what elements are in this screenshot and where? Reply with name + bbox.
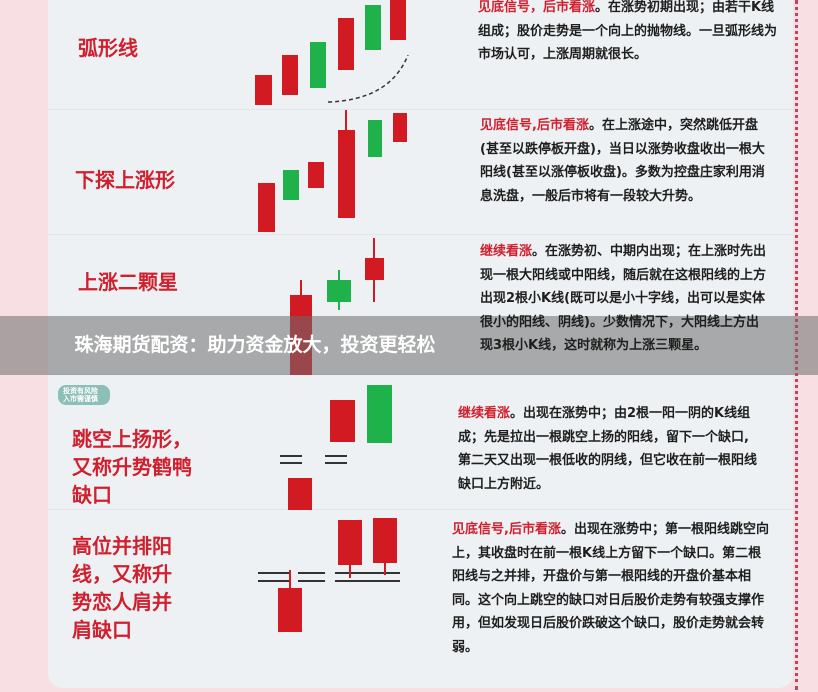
candle-red (282, 55, 298, 95)
candle-red (258, 183, 275, 232)
row-divider (48, 375, 793, 510)
pattern-name: 高位并排阳线，又称升势恋人肩并肩缺口 (72, 534, 172, 642)
candle-wick (384, 558, 386, 575)
description-text: 。在上涨途中，突然跳低开盘(甚至以跌停板开盘)，当日以涨势收盘收出一根大阳线(甚… (480, 118, 765, 204)
candle-red (308, 162, 324, 188)
candle-green (367, 385, 392, 443)
candle-red (255, 75, 272, 105)
candle-red (338, 520, 362, 565)
gap-line (298, 572, 325, 574)
description-text: 。在涨势初、中期内出现；在上涨时先出现一根大阳线或中阳线，随后就在这根阳线的上方… (480, 244, 767, 353)
candle-green (365, 5, 381, 50)
gap-line (325, 455, 347, 457)
overlay-banner-strip (0, 316, 818, 375)
pattern-name: 上涨二颗星 (78, 270, 178, 294)
candle-green (310, 42, 326, 88)
gap-line (325, 462, 347, 464)
description-text: 。出现在涨势中；由2根一阳一阴的K线组成；先是拉出一根跳空上扬的阳线，留下一个缺… (458, 406, 758, 492)
candle-green (283, 170, 299, 200)
signal-highlight: 见底信号，后市看涨 (478, 0, 596, 15)
risk-badge: 投资有风险 入市需谨慎 (58, 385, 110, 405)
description-text: 。出现在涨势中；第一根阳线跳空向上，其收盘时在前一根K线上方留下一个缺口。第二根… (452, 522, 769, 655)
candle-red (390, 0, 406, 40)
candle-red (278, 588, 302, 632)
candle-red (288, 478, 312, 510)
pattern-description: 继续看涨。在涨势初、中期内出现；在上涨时先出现一根大阳线或中阳线，随后就在这根阳… (480, 240, 770, 358)
candle-red (373, 518, 397, 563)
gap-line (280, 455, 302, 457)
overlay-banner: 珠海期货配资：助力资金放大，投资更轻松 (74, 334, 436, 356)
pattern-description: 见底信号，后市看涨。在涨势初期出现；由若干K线组成；股价走势是一个向上的抛物线。… (478, 0, 778, 67)
candle-red (393, 113, 407, 142)
candle-wick (300, 280, 302, 300)
pattern-name: 弧形线 (78, 36, 138, 60)
candle-green (327, 280, 351, 302)
gap-line (335, 572, 400, 574)
candle-wick (289, 570, 291, 590)
pattern-name: 下探上涨形 (75, 168, 175, 192)
row-divider (48, 110, 793, 235)
candle-red (330, 400, 355, 442)
candle-green (368, 120, 382, 157)
signal-highlight: 见底信号,后市看涨 (452, 522, 561, 537)
candle-red (338, 18, 354, 70)
candle-red (365, 258, 384, 280)
gap-line (280, 462, 302, 464)
row-divider (48, 0, 793, 110)
candle-red (338, 130, 355, 218)
signal-highlight: 继续看涨 (480, 244, 533, 259)
candle-wick (349, 560, 351, 578)
candle-wick (345, 110, 347, 135)
pattern-description: 见底信号,后市看涨。在上涨途中，突然跳低开盘(甚至以跌停板开盘)，当日以涨势收盘… (480, 114, 772, 208)
gap-line (335, 580, 400, 582)
pattern-description: 继续看涨。出现在涨势中；由2根一阳一阴的K线组成；先是拉出一根跳空上扬的阳线，留… (458, 402, 758, 496)
gap-line (298, 580, 325, 582)
pattern-name: 跳空上扬形，又称升势鹤鸭缺口 (72, 427, 192, 507)
gap-line (258, 580, 290, 582)
description-text: 。在涨势初期出现；由若干K线组成；股价走势是一个向上的抛物线。一旦弧形线为市场认… (478, 0, 778, 62)
signal-highlight: 继续看涨 (458, 406, 511, 421)
arc-curve (327, 54, 409, 103)
pattern-description: 见底信号,后市看涨。出现在涨势中；第一根阳线跳空向上，其收盘时在前一根K线上方留… (452, 518, 770, 659)
gap-line (258, 572, 290, 574)
signal-highlight: 见底信号,后市看涨 (480, 118, 589, 133)
